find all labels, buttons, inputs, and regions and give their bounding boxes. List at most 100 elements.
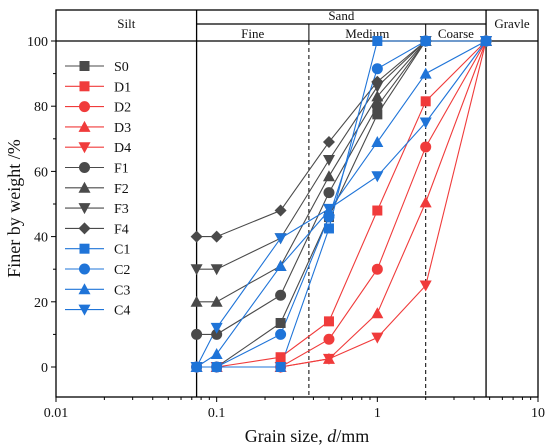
legend-label-c3: C3	[114, 283, 130, 298]
series-line-c1	[196, 40, 487, 368]
series-line-s0	[196, 40, 487, 368]
legend-marker-d1	[79, 81, 90, 92]
zone-label-fine: Fine	[241, 26, 264, 41]
series-line-c2	[196, 40, 487, 368]
data-point-f2	[210, 295, 223, 307]
legend-marker-d2	[79, 101, 90, 113]
y-tick-label: 80	[34, 100, 48, 115]
data-point-d1	[372, 205, 383, 216]
data-point-f4	[322, 136, 335, 149]
legend-marker-f3	[78, 203, 91, 215]
data-point-d1	[323, 316, 334, 327]
data-point-f1	[211, 328, 223, 340]
legend-label-c2: C2	[114, 263, 130, 278]
data-point-s0	[372, 109, 383, 120]
series-line-c3	[196, 40, 487, 368]
y-tick-label: 100	[27, 35, 48, 50]
legend-marker-f1	[79, 162, 90, 173]
series-line-d1	[196, 40, 487, 368]
data-point-c3	[210, 347, 223, 359]
legend-label-s0: S0	[114, 60, 129, 75]
data-point-d2	[371, 263, 383, 275]
legend-marker-d3	[78, 120, 91, 132]
x-tick-label: 1	[374, 406, 381, 421]
data-point-f1	[191, 328, 203, 340]
data-point-f1	[275, 289, 287, 301]
legend-marker-c3	[78, 283, 91, 295]
data-point-c1	[275, 362, 286, 372]
data-point-c4	[322, 203, 335, 215]
series-line-d3	[196, 40, 487, 368]
soil-zone-header: Silt Sand Gravle Fine Medium Coarse	[117, 8, 530, 41]
data-point-d3	[419, 196, 432, 208]
data-point-c4	[480, 36, 493, 47]
data-point-f3	[322, 154, 335, 166]
data-point-c2	[420, 35, 432, 47]
data-point-f4	[371, 75, 384, 88]
zone-label-silt: Silt	[117, 16, 135, 31]
data-point-d4	[371, 332, 384, 344]
legend-label-c4: C4	[114, 304, 130, 319]
data-point-c2	[275, 328, 287, 340]
data-point-c4	[274, 233, 287, 245]
legend-marker-c2	[79, 263, 90, 275]
y-tick-label: 20	[34, 296, 48, 311]
data-point-f2	[322, 170, 335, 182]
legend-marker-f4	[78, 222, 91, 235]
data-point-c2	[211, 361, 223, 373]
zone-label-medium: Medium	[345, 26, 389, 41]
data-point-c1	[323, 223, 334, 234]
legend-label-f4: F4	[114, 222, 129, 237]
data-point-c3	[419, 67, 432, 79]
data-point-d3	[371, 307, 384, 319]
data-point-d2	[323, 333, 335, 345]
data-point-d4	[419, 280, 432, 292]
legend-marker-c1	[79, 243, 90, 254]
series-line-d4	[196, 40, 487, 368]
x-axis-label: Grain size, d/mm	[245, 426, 369, 446]
x-tick-label: 0.1	[208, 406, 226, 421]
data-point-c4	[371, 171, 384, 183]
data-point-f4	[190, 230, 203, 243]
legend-label-d1: D1	[114, 80, 131, 95]
data-point-s0	[275, 317, 286, 328]
data-point-c2	[371, 63, 383, 75]
data-point-c4	[190, 362, 203, 373]
x-tick-label: 0.01	[44, 406, 69, 421]
x-tick-label: 10	[531, 406, 545, 421]
legend-marker-c4	[78, 304, 91, 316]
series-line-d2	[196, 40, 487, 368]
series-line-c4	[196, 40, 487, 368]
y-tick-label: 60	[34, 165, 48, 180]
zone-label-gravle: Gravle	[494, 16, 530, 31]
data-point-c4	[210, 322, 223, 334]
data-point-f2	[190, 295, 203, 307]
series-lines	[196, 40, 487, 368]
data-point-d1	[420, 96, 431, 107]
x-axis-label-variable: d	[327, 426, 337, 446]
legend-marker-s0	[79, 61, 90, 71]
zone-label-sand: Sand	[328, 8, 355, 23]
data-point-c4	[419, 117, 432, 129]
series-markers	[190, 35, 493, 373]
x-axis-label-prefix: Grain size,	[245, 426, 327, 446]
data-point-f3	[210, 264, 223, 276]
legend-marker-d4	[78, 142, 91, 154]
zone-label-coarse: Coarse	[438, 26, 474, 41]
data-point-f4	[210, 230, 223, 243]
legend-label-d3: D3	[114, 121, 131, 136]
data-point-c3	[274, 259, 287, 271]
data-point-d2	[420, 141, 432, 153]
data-point-f4	[274, 204, 287, 217]
y-tick-label: 0	[41, 361, 48, 376]
y-axis-label: Finer by weight /%	[4, 139, 24, 277]
data-point-f3	[190, 264, 203, 276]
legend-label-f2: F2	[114, 182, 129, 197]
legend-label-f3: F3	[114, 202, 129, 217]
axes: 0 20 40 60 80 100 0.01 0.1 1 10	[27, 9, 545, 421]
y-tick-label: 40	[34, 231, 48, 246]
legend-label-c1: C1	[114, 243, 130, 258]
legend-label-d4: D4	[114, 141, 131, 156]
legend-marker-f2	[78, 181, 91, 193]
